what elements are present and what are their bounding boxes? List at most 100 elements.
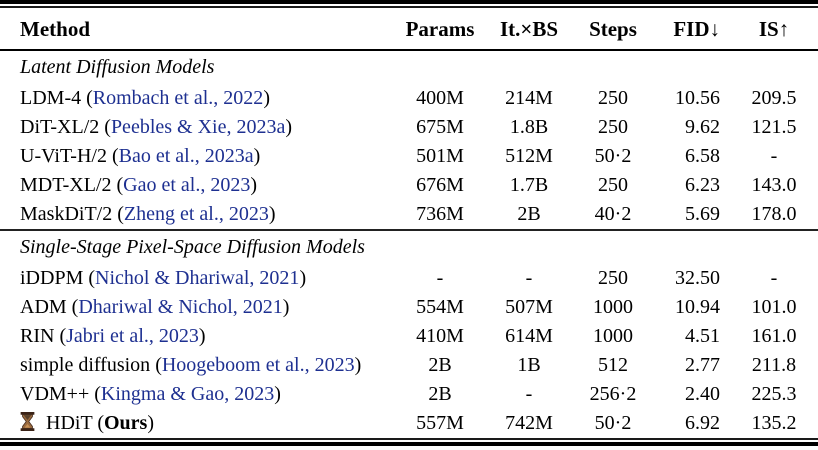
- is-cell: 161.0: [751, 325, 797, 347]
- itbs-cell: 614M: [505, 325, 553, 347]
- bottom-rule-thin: [0, 438, 818, 440]
- is-cell: -: [770, 145, 778, 167]
- params-cell: 736M: [416, 203, 464, 225]
- itbs-cell: 1B: [517, 354, 541, 376]
- steps-cell: 250: [598, 174, 628, 196]
- method-cell: iDDPM (Nichol & Dhariwal, 2021): [20, 267, 307, 289]
- method-name: ADM: [20, 296, 67, 318]
- table-row: ADM (Dhariwal & Nichol, 2021) 554M 507M 100…: [0, 293, 818, 322]
- params-cell: 557M: [416, 412, 464, 434]
- method-cell: HDiT (Ours): [0, 409, 394, 438]
- table-row: DiT-XL/2 (Peebles & Xie, 2023a) 675M 1.8B 2…: [0, 113, 818, 142]
- steps-cell: 250: [598, 267, 628, 289]
- citation-link[interactable]: Hoogeboom et al., 2023: [161, 354, 355, 376]
- citation-link[interactable]: Bao et al., 2023a: [118, 145, 254, 167]
- citation-link[interactable]: Rombach et al., 2022: [92, 87, 264, 109]
- method-name: U-ViT-H/2: [20, 145, 107, 167]
- results-table: Method Params It.×BS Steps FID↓ IS↑ Late…: [0, 8, 818, 438]
- params-cell: 410M: [416, 325, 464, 347]
- is-cell: 209.5: [751, 87, 797, 109]
- itbs-cell: 2B: [517, 203, 541, 225]
- method-name: iDDPM: [20, 267, 84, 289]
- section-pixel-space-diffusion: Single-Stage Pixel-Space Diffusion Model…: [0, 229, 818, 438]
- steps-cell: 40·2: [594, 203, 632, 225]
- col-header-itbs: It.×BS: [486, 8, 572, 51]
- citation-link[interactable]: Jabri et al., 2023: [66, 325, 199, 347]
- table-row: LDM-4 (Rombach et al., 2022) 400M 214M 250 1…: [0, 84, 818, 113]
- hourglass-icon: [20, 412, 35, 431]
- itbs-cell: 1.8B: [509, 116, 549, 138]
- ours-label: Ours: [103, 412, 148, 434]
- is-cell: 135.2: [751, 412, 797, 434]
- method-name: MaskDiT/2: [20, 203, 113, 225]
- top-rule-thin: [0, 6, 818, 8]
- steps-cell: 1000: [593, 325, 633, 347]
- fid-cell: 10.94: [675, 296, 720, 318]
- top-rule-thick: [0, 0, 818, 4]
- method-cell: simple diffusion (Hoogeboom et al., 2023…: [20, 354, 362, 376]
- itbs-cell: 742M: [505, 412, 553, 434]
- fid-cell: 4.51: [685, 325, 720, 347]
- fid-cell: 6.92: [685, 412, 720, 434]
- section-title-row: Latent Diffusion Models: [0, 50, 818, 84]
- bottom-rule-gap: [0, 440, 818, 442]
- is-cell: 101.0: [751, 296, 797, 318]
- params-cell: 2B: [428, 383, 452, 405]
- method-cell: VDM++ (Kingma & Gao, 2023): [20, 383, 281, 405]
- method-cell: DiT-XL/2 (Peebles & Xie, 2023a): [20, 116, 293, 138]
- params-cell: 676M: [416, 174, 464, 196]
- method-name: DiT-XL/2: [20, 116, 100, 138]
- table-header: Method Params It.×BS Steps FID↓ IS↑: [0, 8, 818, 51]
- itbs-cell: 512M: [505, 145, 553, 167]
- section-title-row: Single-Stage Pixel-Space Diffusion Model…: [0, 229, 818, 264]
- table-row: MaskDiT/2 (Zheng et al., 2023) 736M 2B 40·2…: [0, 200, 818, 230]
- section-latent-diffusion: Latent Diffusion Models LDM-4 (Rombach et…: [0, 50, 818, 230]
- itbs-cell: -: [525, 383, 533, 405]
- fid-cell: 10.56: [675, 87, 720, 109]
- table-row: RIN (Jabri et al., 2023) 410M 614M 1000 4.51…: [0, 322, 818, 351]
- col-header-is: IS↑: [730, 8, 818, 51]
- section-title: Latent Diffusion Models: [20, 56, 215, 78]
- params-cell: 501M: [416, 145, 464, 167]
- top-rule-gap: [0, 4, 818, 6]
- fid-cell: 6.58: [685, 145, 720, 167]
- steps-cell: 250: [598, 87, 628, 109]
- method-cell: RIN (Jabri et al., 2023): [20, 325, 206, 347]
- table-row: MDT-XL/2 (Gao et al., 2023) 676M 1.7B 250 6.…: [0, 171, 818, 200]
- method-name: HDiT: [46, 412, 93, 434]
- method-name: LDM-4: [20, 87, 82, 109]
- steps-cell: 250: [598, 116, 628, 138]
- itbs-cell: 507M: [505, 296, 553, 318]
- steps-cell: 50·2: [594, 145, 632, 167]
- table-row: VDM++ (Kingma & Gao, 2023) 2B - 256·2 2.40 22…: [0, 380, 818, 409]
- bottom-rule-thick: [0, 442, 818, 446]
- citation-link[interactable]: Dhariwal & Nichol, 2021: [78, 296, 283, 318]
- method-name: VDM++: [20, 383, 90, 405]
- citation-link[interactable]: Gao et al., 2023: [123, 174, 251, 196]
- steps-cell: 512: [598, 354, 628, 376]
- params-cell: 2B: [428, 354, 452, 376]
- table-row: simple diffusion (Hoogeboom et al., 2023…: [0, 351, 818, 380]
- is-cell: 211.8: [751, 354, 797, 376]
- citation-link[interactable]: Zheng et al., 2023: [123, 203, 269, 225]
- params-cell: 400M: [416, 87, 464, 109]
- method-cell: U-ViT-H/2 (Bao et al., 2023a): [20, 145, 261, 167]
- method-name: RIN: [20, 325, 55, 347]
- method-cell: ADM (Dhariwal & Nichol, 2021): [20, 296, 290, 318]
- fid-cell: 6.23: [685, 174, 720, 196]
- section-title: Single-Stage Pixel-Space Diffusion Model…: [0, 229, 818, 264]
- method-name: MDT-XL/2: [20, 174, 112, 196]
- col-header-params: Params: [394, 8, 486, 51]
- is-cell: 143.0: [751, 174, 797, 196]
- fid-cell: 2.77: [685, 354, 720, 376]
- citation-link[interactable]: Peebles & Xie, 2023a: [110, 116, 286, 138]
- params-cell: -: [436, 267, 444, 289]
- fid-cell: 5.69: [685, 203, 720, 225]
- col-header-fid: FID↓: [654, 8, 730, 51]
- table-row: iDDPM (Nichol & Dhariwal, 2021) - - 250 32.5…: [0, 264, 818, 293]
- citation-link[interactable]: Kingma & Gao, 2023: [100, 383, 275, 405]
- citation-link[interactable]: Nichol & Dhariwal, 2021: [95, 267, 300, 289]
- params-cell: 554M: [416, 296, 464, 318]
- col-header-steps: Steps: [572, 8, 654, 51]
- itbs-cell: 214M: [505, 87, 553, 109]
